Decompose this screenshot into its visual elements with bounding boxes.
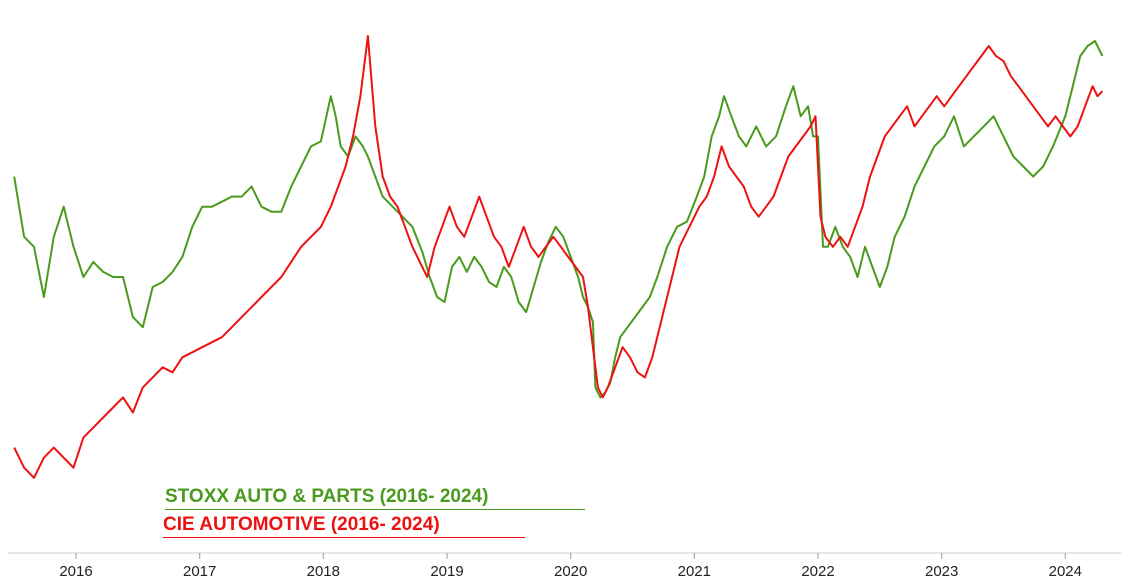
x-tick-label: 2019 [430,563,463,580]
series-line-0 [13,40,1104,399]
x-tick-label: 2022 [801,563,834,580]
series-line-1 [13,35,1104,479]
x-tick-label: 2017 [183,563,216,580]
x-tick-label: 2020 [554,563,587,580]
legend-entry-cie-automotive: CIE AUTOMOTIVE (2016- 2024) [163,514,525,538]
x-tick-label: 2023 [925,563,958,580]
x-tick-label: 2021 [678,563,711,580]
x-tick-label: 2016 [59,563,92,580]
x-tick-label: 2018 [307,563,340,580]
x-axis-ticks: 2016 2017 2018 2019 2020 2021 2022 2023 2024 [59,553,1082,580]
x-tick-label: 2024 [1049,563,1082,580]
legend-entry-stoxx-auto-parts: STOXX AUTO & PARTS (2016- 2024) [165,486,585,510]
series-layer [13,35,1104,479]
